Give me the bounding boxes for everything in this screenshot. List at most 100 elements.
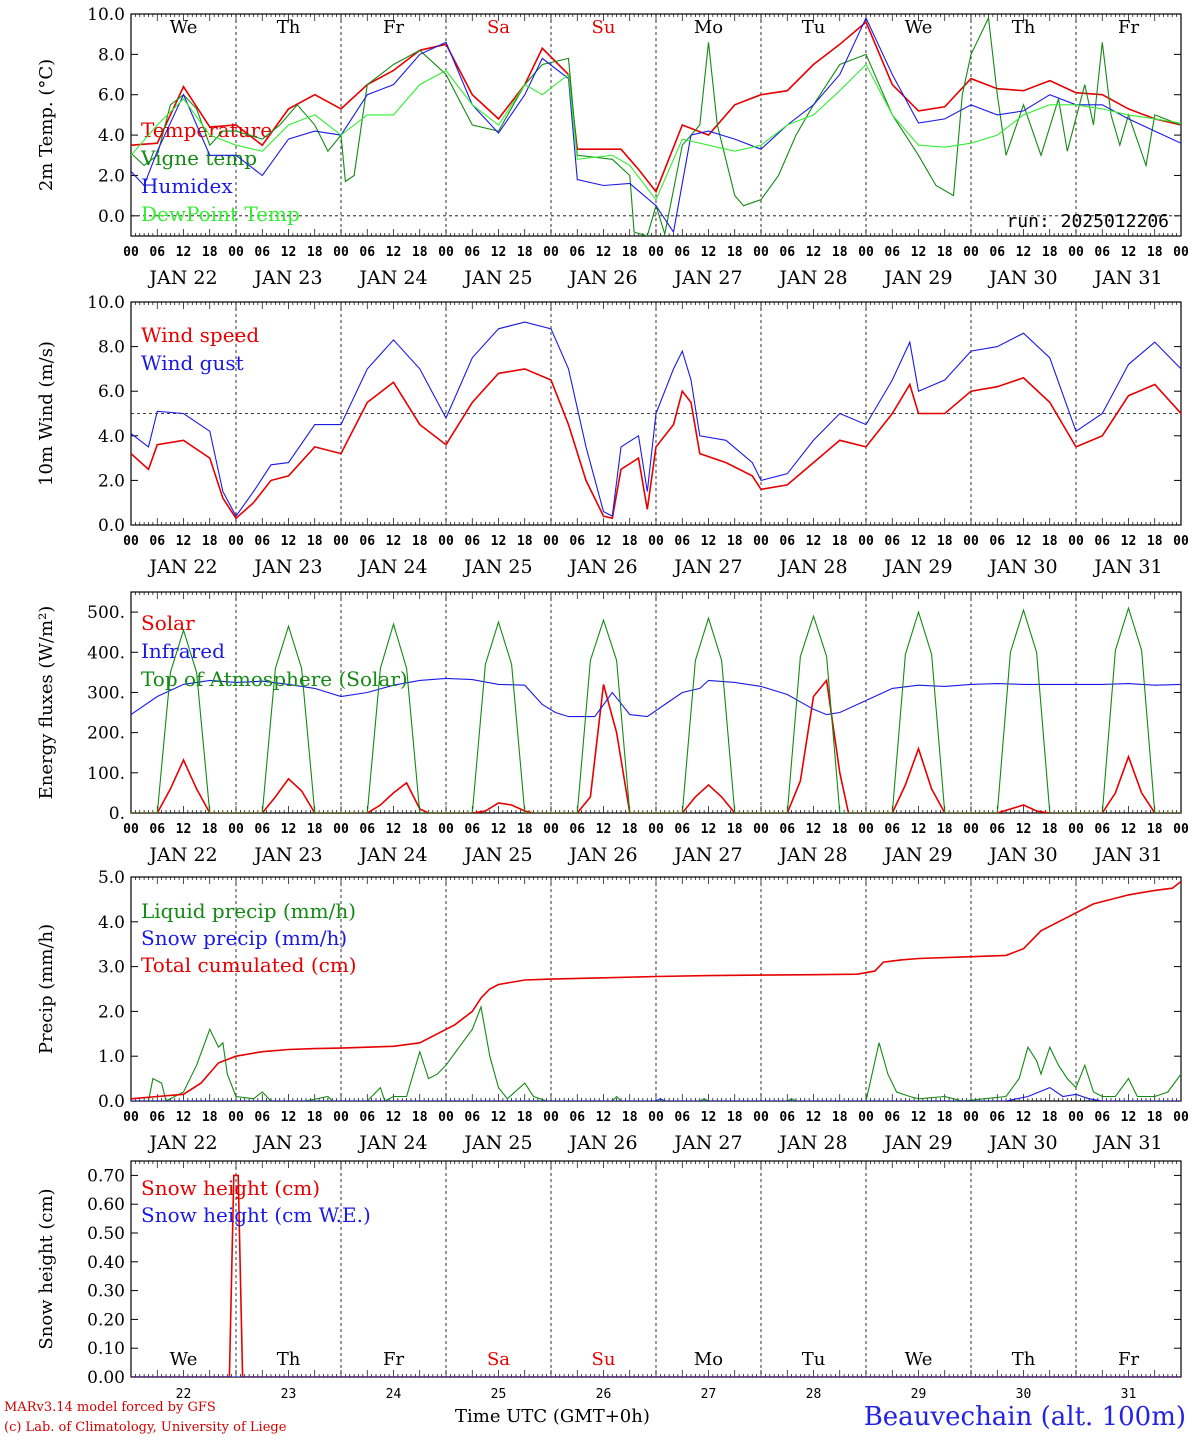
legend-entry: Infrared [141,639,225,663]
y-tick-label: 500. [87,603,125,623]
hour-tick-label: 12 [911,534,927,549]
y-axis-title: 2m Temp. (°C) [36,59,57,191]
hour-tick-label: 06 [884,1110,900,1125]
hour-tick-label: 18 [517,822,533,837]
hour-tick-label: 00 [123,245,139,260]
hour-tick-label: 06 [1094,1110,1110,1125]
hour-tick-label: 12 [701,245,717,260]
hour-tick-label: 06 [464,245,480,260]
y-tick-label: 400. [87,643,125,663]
day-number-label: 23 [281,1387,297,1402]
hour-tick-label: 00 [438,534,454,549]
hour-tick-label: 12 [911,822,927,837]
date-label: JAN 29 [882,556,952,578]
hour-tick-label: 06 [254,822,270,837]
hour-tick-label: 18 [622,822,638,837]
hour-tick-label: 06 [674,1110,690,1125]
hour-tick-label: 12 [1121,1110,1137,1125]
weekday-label: Su [592,1349,616,1370]
hour-tick-label: 00 [228,245,244,260]
hour-tick-label: 06 [779,534,795,549]
hour-tick-label: 12 [1016,534,1032,549]
y-axis-title: Snow height (cm) [36,1188,57,1349]
hour-tick-label: 00 [228,534,244,549]
run-label: run: 2025012206 [1006,211,1169,232]
hour-tick-label: 12 [1121,822,1137,837]
hour-tick-label: 12 [701,534,717,549]
y-axis-title: 10m Wind (m/s) [36,341,57,486]
day-number-label: 29 [911,1387,927,1402]
hour-tick-label: 00 [753,245,769,260]
hour-tick-label: 12 [1121,534,1137,549]
y-tick-label: 0.30 [87,1282,125,1302]
date-label: JAN 28 [777,844,847,866]
hour-tick-label: 00 [648,822,664,837]
hour-tick-label: 06 [884,245,900,260]
date-label: JAN 27 [672,267,742,289]
hour-tick-label: 06 [1094,822,1110,837]
hour-tick-label: 18 [1042,1110,1058,1125]
hour-tick-label: 12 [176,822,192,837]
hour-tick-label: 12 [1121,245,1137,260]
hour-tick-label: 06 [464,534,480,549]
legend-entry: Wind gust [141,351,244,375]
y-tick-label: 8.0 [98,338,125,358]
hour-tick-label: 00 [333,822,349,837]
date-label: JAN 30 [987,556,1057,578]
hour-tick-label: 00 [333,534,349,549]
series-line-wind-speed [131,368,1181,520]
day-number-label: 26 [596,1387,612,1402]
hour-tick-label: 00 [1173,534,1189,549]
y-tick-label: 5.0 [98,868,125,888]
weekday-label: Sa [487,1349,510,1370]
legend-entry: Snow height (cm W.E.) [141,1203,371,1227]
hour-tick-label: 06 [359,534,375,549]
panel-precip: 0.0 1.0 2.0 3.0 4.0 5.0 Precip (mm/h) 00 06 12 18 J… [36,868,1189,1154]
legend-entry: Snow precip (mm/h) [141,926,347,950]
hour-tick-label: 18 [832,245,848,260]
hour-tick-label: 00 [648,534,664,549]
hour-tick-label: 18 [727,1110,743,1125]
legend-entry: Snow height (cm) [141,1176,320,1200]
hour-tick-label: 06 [674,822,690,837]
hour-tick-label: 18 [517,1110,533,1125]
series-line-temperature [131,20,1181,194]
date-label: JAN 31 [1092,556,1162,578]
date-label: JAN 26 [567,1132,637,1154]
hour-tick-label: 18 [832,534,848,549]
series-line-liquid-precip-mm-h- [131,1004,1181,1101]
date-label: JAN 29 [882,1132,952,1154]
hour-tick-label: 00 [858,534,874,549]
series-line-humidex [131,16,1181,234]
hour-tick-label: 06 [569,1110,585,1125]
hour-tick-label: 12 [281,1110,297,1125]
hour-tick-label: 12 [911,1110,927,1125]
series-line-dewpoint-temp [131,63,1181,201]
y-tick-label: 2.0 [98,471,125,491]
hour-tick-label: 06 [989,822,1005,837]
hour-tick-label: 12 [806,534,822,549]
hour-tick-label: 00 [1173,822,1189,837]
hour-tick-label: 00 [963,534,979,549]
hour-tick-label: 12 [806,822,822,837]
weekday-label: We [905,1349,933,1370]
y-tick-label: 4.0 [98,126,125,146]
y-tick-label: 0.10 [87,1339,125,1359]
date-label: JAN 23 [252,1132,322,1154]
hour-tick-label: 06 [149,534,165,549]
date-label: JAN 29 [882,267,952,289]
y-tick-label: 0.60 [87,1195,125,1215]
date-label: JAN 25 [462,1132,532,1154]
day-number-label: 28 [806,1387,822,1402]
hour-tick-label: 06 [779,822,795,837]
date-label: JAN 23 [252,267,322,289]
hour-tick-label: 00 [228,1110,244,1125]
y-tick-label: 300. [87,683,125,703]
day-number-label: 30 [1016,1387,1032,1402]
hour-tick-label: 12 [911,245,927,260]
hour-tick-label: 00 [438,822,454,837]
hour-tick-label: 12 [281,245,297,260]
hour-tick-label: 00 [228,822,244,837]
station-label: Beauvechain (alt. 100m) [863,1402,1186,1432]
hour-tick-label: 06 [149,245,165,260]
